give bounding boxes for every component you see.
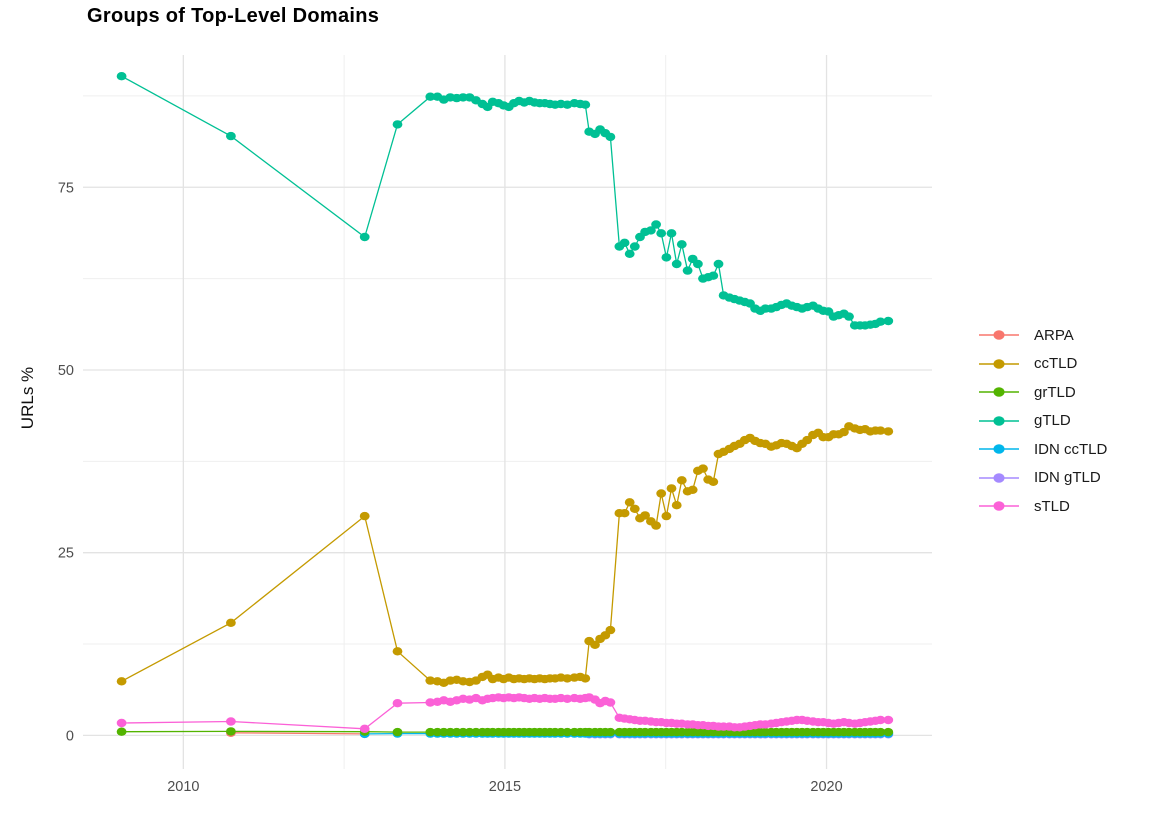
y-axis-tick-label: 50	[58, 363, 74, 379]
data-point	[590, 640, 600, 649]
data-point	[425, 698, 436, 707]
legend-key-icon	[979, 444, 1019, 455]
data-point	[844, 312, 854, 321]
data-point	[562, 694, 573, 703]
data-point	[116, 72, 127, 81]
data-point	[666, 229, 677, 238]
data-point	[425, 92, 436, 101]
legend-item-idn-gtld: IDN gTLD	[976, 464, 1107, 493]
legend-label: IDN ccTLD	[1034, 440, 1108, 458]
legend-item-gtld: gTLD	[976, 407, 1107, 436]
data-point	[883, 727, 894, 737]
legend-item-cctld: ccTLD	[976, 350, 1107, 379]
data-point	[116, 677, 127, 686]
series-line-arpa	[230, 732, 365, 735]
data-point	[676, 476, 687, 485]
data-point	[875, 426, 886, 435]
legend-label: ccTLD	[1034, 355, 1078, 373]
data-point	[226, 131, 236, 141]
data-point	[883, 427, 894, 436]
data-point	[624, 249, 635, 258]
legend-key-icon	[979, 387, 1019, 398]
legend-item-idn-cctld: IDN ccTLD	[976, 435, 1107, 464]
data-point	[646, 226, 656, 235]
legend-label: sTLD	[1034, 497, 1070, 515]
data-point	[425, 676, 436, 685]
data-point	[629, 242, 640, 251]
x-axis-tick-label: 2015	[489, 779, 521, 795]
data-point	[392, 120, 403, 129]
x-axis-tick-label: 2010	[167, 779, 199, 795]
legend-key-icon	[979, 330, 1019, 341]
data-point	[226, 717, 236, 726]
legend-item-grtld: grTLD	[976, 378, 1107, 407]
data-point	[605, 625, 616, 635]
legend-key-icon	[979, 358, 1019, 369]
data-point	[671, 259, 682, 269]
legend-key-icon	[979, 501, 1019, 512]
data-point	[698, 464, 708, 473]
y-axis-tick-label: 75	[58, 180, 74, 196]
data-point	[671, 501, 682, 510]
data-point	[661, 511, 672, 521]
data-point	[656, 489, 667, 498]
data-point	[682, 266, 693, 275]
data-point	[666, 484, 677, 493]
data-point	[116, 727, 127, 736]
data-point	[839, 427, 849, 437]
data-point	[580, 100, 591, 109]
data-point	[359, 232, 370, 242]
data-point	[392, 699, 403, 708]
data-point	[562, 727, 573, 737]
legend-label: ARPA	[1034, 326, 1074, 344]
data-point	[580, 674, 591, 683]
legend-label: grTLD	[1034, 383, 1076, 401]
legend-label: gTLD	[1034, 412, 1071, 430]
legend-label: IDN gTLD	[1034, 469, 1101, 487]
x-axis-tick-label: 2020	[810, 779, 842, 795]
data-point	[651, 521, 661, 530]
data-point	[605, 132, 616, 142]
data-point	[640, 511, 650, 520]
data-point	[624, 498, 635, 507]
legend-item-arpa: ARPA	[976, 321, 1107, 350]
data-point	[651, 220, 661, 229]
data-point	[425, 727, 436, 737]
data-point	[605, 698, 616, 707]
data-point	[676, 240, 687, 249]
data-point	[392, 647, 403, 656]
y-axis-tick-label: 25	[58, 546, 74, 562]
legend: ARPA ccTLD grTLD gTLD IDN ccTLD IDN gTLD sTLD	[976, 321, 1107, 521]
data-point	[226, 727, 236, 736]
legend-item-stld: sTLD	[976, 492, 1107, 521]
data-point	[619, 509, 630, 518]
data-point	[687, 485, 698, 494]
data-point	[875, 317, 886, 326]
data-point	[656, 229, 667, 238]
data-point	[359, 724, 370, 733]
data-point	[359, 511, 370, 521]
legend-key-icon	[979, 415, 1019, 426]
data-point	[661, 253, 672, 262]
data-point	[226, 618, 236, 627]
data-point	[713, 259, 724, 269]
data-point	[708, 271, 719, 280]
data-point	[875, 727, 886, 737]
data-point	[116, 718, 127, 728]
chart-title: Groups of Top-Level Domains	[87, 5, 380, 27]
legend-key-icon	[979, 472, 1019, 483]
data-point	[619, 238, 630, 247]
data-point	[392, 727, 403, 737]
data-point	[875, 715, 886, 725]
data-point	[883, 715, 894, 725]
data-point	[629, 504, 640, 513]
y-axis-tick-label: 0	[66, 728, 74, 744]
data-point	[883, 316, 894, 326]
data-point	[693, 259, 703, 269]
data-point	[605, 727, 616, 737]
data-point	[708, 477, 719, 486]
